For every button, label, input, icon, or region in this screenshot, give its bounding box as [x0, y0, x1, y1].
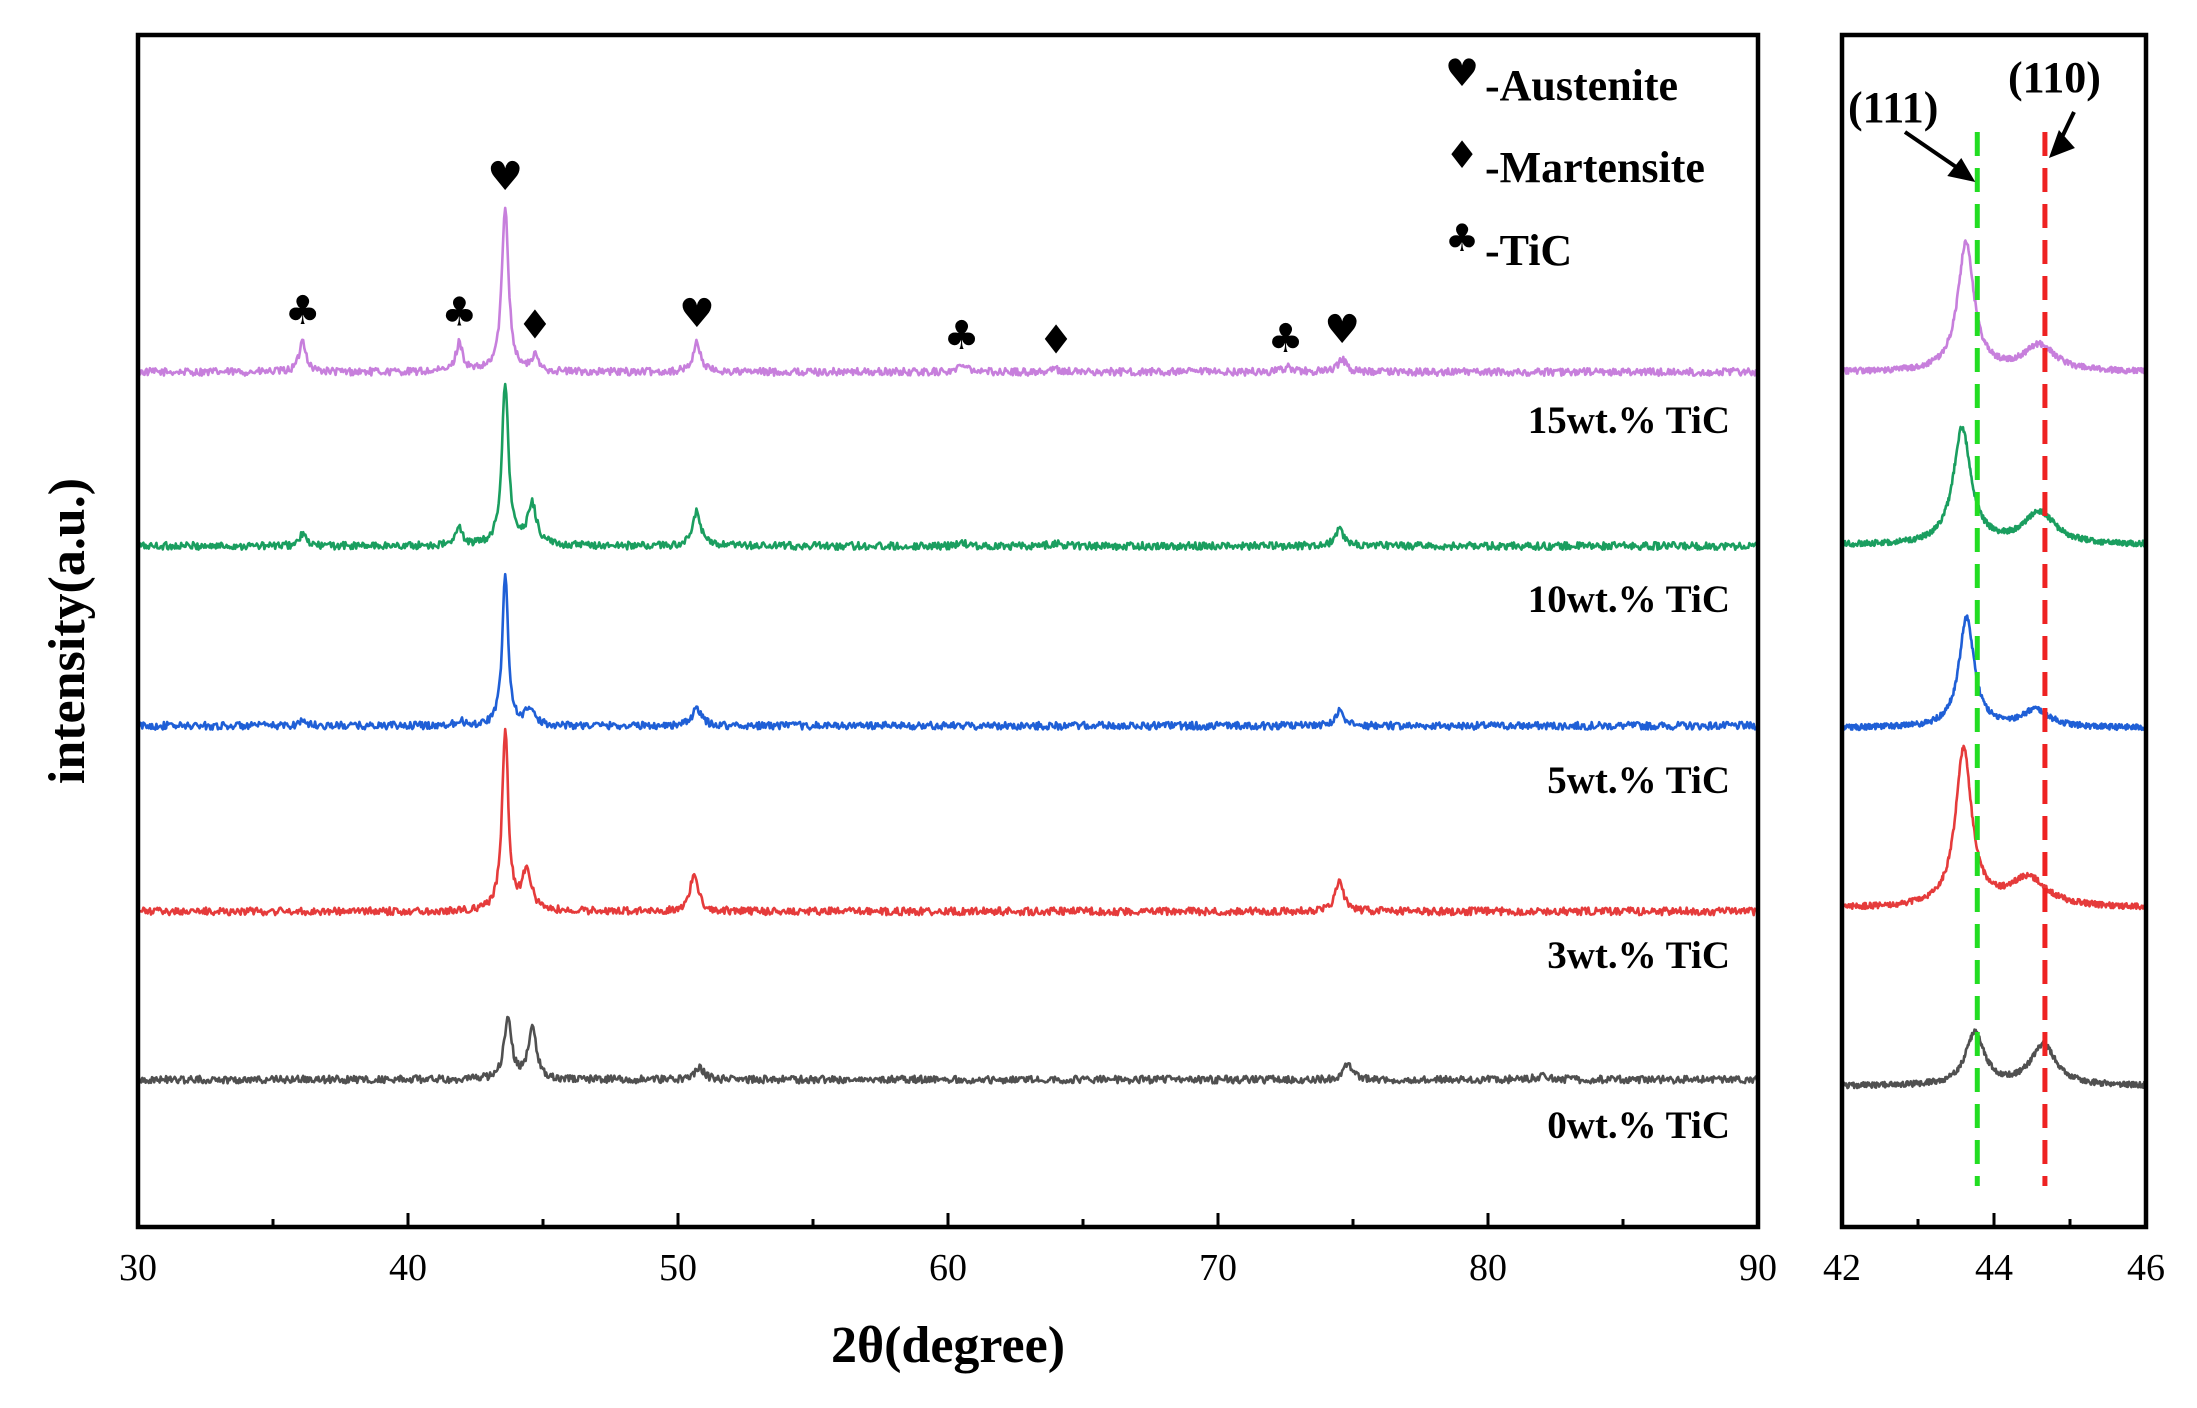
inset-trace-15wt-tic [1840, 239, 2147, 375]
x-tick-label: 60 [929, 1247, 967, 1289]
sample-label: 10wt.% TiC [1528, 578, 1730, 621]
main-trace-0wt-tic [137, 1015, 1759, 1085]
hkl-label-110: (110) [2008, 53, 2101, 102]
legend-label-2: -Martensite [1485, 143, 1705, 192]
sample-label: 0wt.% TiC [1547, 1104, 1730, 1147]
main-trace-5wt-tic [136, 572, 1759, 731]
sample-labels: 15wt.% TiC 10wt.% TiC 5wt.% TiC 3wt.% TiC 0w… [1528, 399, 1730, 1147]
peak-marker-tic: ♣ [1268, 316, 1304, 362]
inset-trace-0wt-tic [1840, 1028, 2147, 1090]
peak-marker-martensite: ♦ [517, 302, 553, 348]
inset-reference-lines: (111) (110) [1848, 53, 2101, 1186]
inset-trace-10wt-tic [1840, 425, 2147, 548]
peak-marker-austenite: ♥ [487, 154, 523, 200]
x-tick-label: 50 [659, 1247, 697, 1289]
main-trace-15wt-tic [136, 206, 1759, 377]
peak-marker-martensite: ♦ [1038, 318, 1074, 364]
sample-label: 15wt.% TiC [1528, 399, 1730, 442]
main-plot-frame [135, 32, 1761, 1230]
inset-trace-5wt-tic [1841, 614, 2147, 732]
inset-plot-frame [1839, 32, 2149, 1230]
main-x-axis: 30 40 50 60 70 80 90 [119, 1213, 1777, 1289]
x-axis-title: 2θ(degree) [831, 1317, 1065, 1374]
x-tick-label: 30 [119, 1247, 157, 1289]
peak-markers: ♣ ♣ ♥ ♦ ♥ ♣ ♦ ♣ ♥ [285, 154, 1360, 363]
inset-x-tick-label: 46 [2127, 1247, 2165, 1289]
legend-label-1: -Austenite [1485, 61, 1678, 110]
peak-marker-austenite: ♥ [679, 291, 715, 337]
x-tick-label: 80 [1469, 1247, 1507, 1289]
sample-label: 3wt.% TiC [1547, 934, 1730, 977]
inset-x-tick-label: 42 [1823, 1247, 1861, 1289]
y-axis-title: intensity(a.u.) [39, 478, 96, 784]
main-trace-3wt-tic [137, 727, 1758, 917]
legend-symbol-2: ♦ [1445, 133, 1479, 177]
x-tick-label: 70 [1199, 1247, 1237, 1289]
legend-label-3: -TiC [1485, 226, 1572, 275]
inset-x-tick-label: 44 [1975, 1247, 2013, 1289]
inset-plot: (111) (110) 42 44 46 [1823, 32, 2165, 1289]
peak-marker-tic: ♣ [944, 313, 980, 359]
legend-symbol-1: ♥ [1445, 51, 1479, 95]
arrowhead-111 [1947, 158, 1976, 182]
sample-label: 5wt.% TiC [1547, 759, 1730, 802]
peak-marker-austenite: ♥ [1324, 307, 1360, 353]
main-traces [136, 206, 1759, 1085]
peak-marker-tic: ♣ [285, 288, 321, 334]
peak-marker-tic: ♣ [441, 290, 477, 336]
inset-trace-3wt-tic [1841, 744, 2147, 911]
main-trace-10wt-tic [136, 382, 1758, 551]
hkl-label-111: (111) [1848, 83, 1938, 132]
inset-traces [1840, 239, 2147, 1090]
inset-x-axis: 42 44 46 [1823, 1213, 2165, 1289]
main-plot: ♣ ♣ ♥ ♦ ♥ ♣ ♦ ♣ ♥ 15wt.% TiC 10wt.% TiC 5wt.% TiC 3… [39, 32, 1777, 1374]
x-tick-label: 40 [389, 1247, 427, 1289]
x-tick-label: 90 [1739, 1247, 1777, 1289]
legend-symbol-3: ♣ [1445, 216, 1479, 260]
legend: ♥ -Austenite♦ -Martensite♣ -TiC [1445, 51, 1705, 275]
arrowhead-110 [2048, 130, 2075, 158]
